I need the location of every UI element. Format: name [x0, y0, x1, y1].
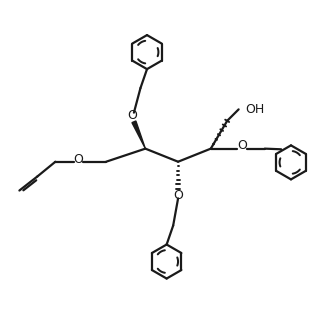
Text: O: O — [127, 110, 137, 122]
Text: OH: OH — [245, 103, 264, 116]
Text: O: O — [173, 189, 183, 202]
Text: O: O — [237, 139, 247, 152]
Text: O: O — [73, 153, 83, 166]
Polygon shape — [132, 121, 146, 148]
